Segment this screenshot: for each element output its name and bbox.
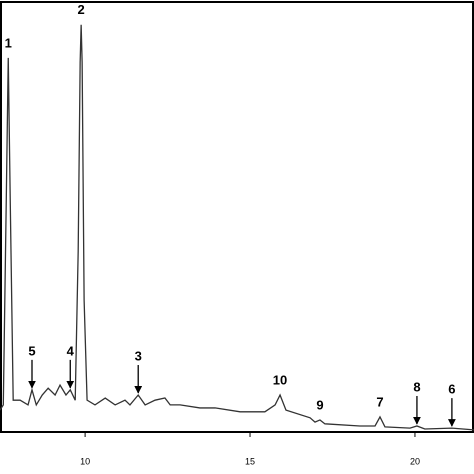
- peak-label: 8: [413, 379, 420, 394]
- x-tick-label: 20: [410, 456, 420, 466]
- peak-label: 5: [28, 343, 35, 358]
- x-tick-label: 15: [245, 456, 255, 466]
- peak-label: 2: [78, 2, 85, 17]
- peak-label: 10: [273, 372, 287, 387]
- peak-label: 6: [448, 382, 455, 397]
- peak-label: 4: [67, 343, 75, 358]
- peak-label: 1: [5, 35, 12, 50]
- plot-frame: [0, 1, 474, 433]
- x-tick-label: 10: [80, 456, 90, 466]
- peak-label: 9: [316, 397, 323, 412]
- peak-label: 3: [135, 348, 142, 363]
- peak-label: 7: [376, 394, 383, 409]
- chromatogram-line: [0, 24, 474, 431]
